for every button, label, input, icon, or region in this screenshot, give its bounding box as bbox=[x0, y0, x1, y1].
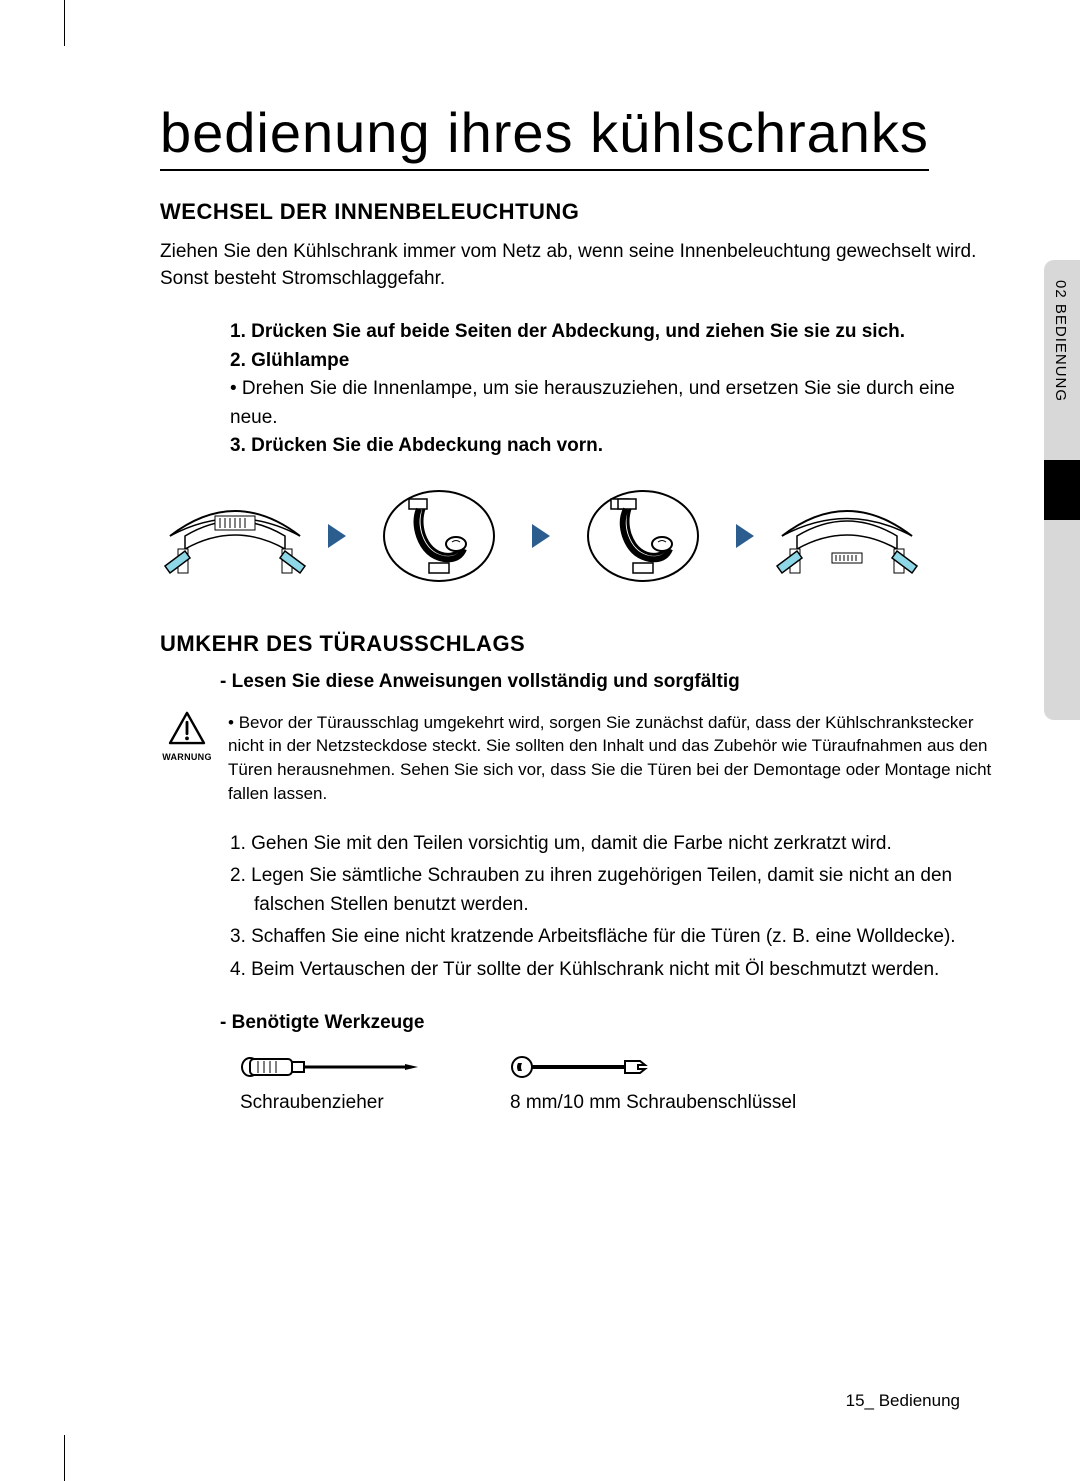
step2-bullet: • Drehen Sie die Innenlampe, um sie hera… bbox=[230, 375, 1000, 432]
crop-mark bbox=[64, 1435, 65, 1481]
diagram-row bbox=[160, 481, 1000, 591]
step1: 1. Drücken Sie auf beide Seiten der Abde… bbox=[230, 318, 1000, 347]
page-footer: 15_ Bedienung bbox=[846, 1391, 960, 1411]
list-item: 1. Gehen Sie mit den Teilen vorsichtig u… bbox=[230, 830, 1000, 859]
section1-intro: Ziehen Sie den Kühlschrank immer vom Net… bbox=[160, 239, 1000, 292]
page-title: bedienung ihres kühlschranks bbox=[160, 100, 929, 171]
page-content: bedienung ihres kühlschranks WECHSEL DER… bbox=[0, 0, 1080, 1174]
diagram-1 bbox=[160, 481, 310, 591]
diagram-3 bbox=[568, 481, 718, 591]
warning-text: Bevor der Türausschlag umgekehrt wird, s… bbox=[228, 711, 1000, 806]
numbered-list: 1. Gehen Sie mit den Teilen vorsichtig u… bbox=[230, 830, 1000, 985]
warning-label: WARNUNG bbox=[160, 752, 214, 762]
tool-screwdriver: Schraubenzieher bbox=[240, 1052, 420, 1114]
section2-sub1: Lesen Sie diese Anweisungen vollständig … bbox=[220, 671, 1000, 693]
list-item: 4. Beim Vertauschen der Tür sollte der K… bbox=[230, 956, 1000, 985]
diagram-4 bbox=[772, 481, 922, 591]
section2-heading: UMKEHR DES TÜRAUSSCHLAGS bbox=[160, 631, 1000, 657]
list-item: 3. Schaffen Sie eine nicht kratzende Arb… bbox=[230, 923, 1000, 952]
tools-row: Schraubenzieher 8 mm/10 mm Schraubenschl… bbox=[240, 1052, 1000, 1114]
section2-sub2: Benötigte Werkzeuge bbox=[220, 1012, 1000, 1034]
section1-heading: WECHSEL DER INNENBELEUCHTUNG bbox=[160, 199, 1000, 225]
warning-row: WARNUNG Bevor der Türausschlag umgekehrt… bbox=[160, 711, 1000, 806]
section1-steps: 1. Drücken Sie auf beide Seiten der Abde… bbox=[230, 318, 1000, 461]
tool-wrench: 8 mm/10 mm Schraubenschlüssel bbox=[510, 1052, 796, 1114]
arrow-icon bbox=[736, 524, 754, 548]
list-item: 2. Legen Sie sämtliche Schrauben zu ihre… bbox=[230, 862, 1000, 919]
tool1-label: Schraubenzieher bbox=[240, 1092, 420, 1114]
arrow-icon bbox=[532, 524, 550, 548]
diagram-2 bbox=[364, 481, 514, 591]
tool2-label: 8 mm/10 mm Schraubenschlüssel bbox=[510, 1092, 796, 1114]
warning-icon: WARNUNG bbox=[160, 711, 214, 806]
step2: 2. Glühlampe bbox=[230, 347, 1000, 376]
step3: 3. Drücken Sie die Abdeckung nach vorn. bbox=[230, 432, 1000, 461]
arrow-icon bbox=[328, 524, 346, 548]
